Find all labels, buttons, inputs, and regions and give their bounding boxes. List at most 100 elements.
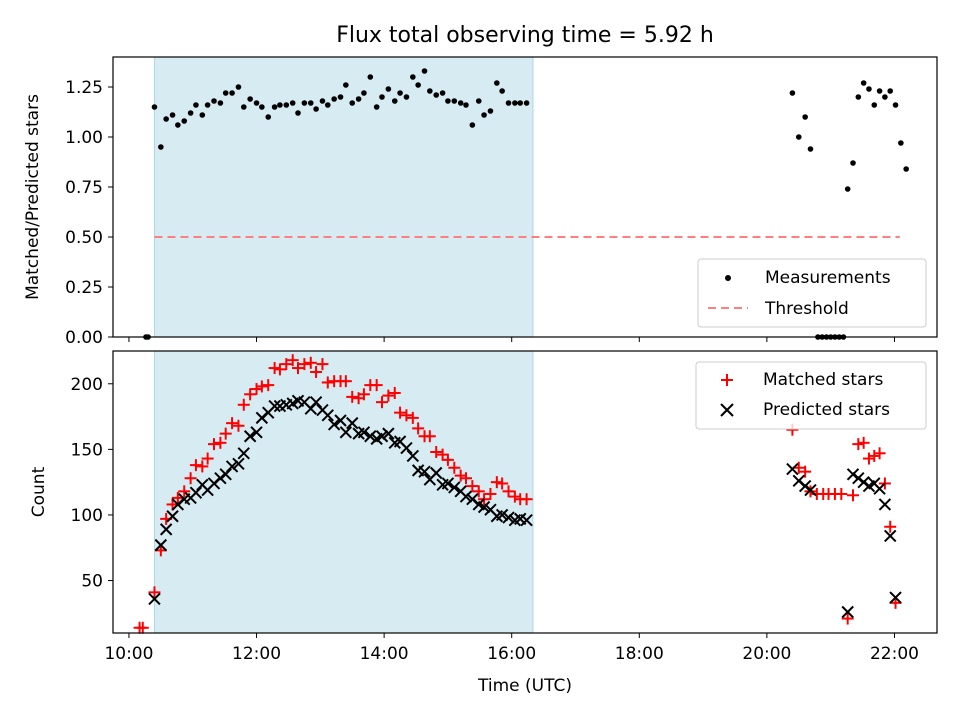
matched-star-point	[298, 358, 311, 371]
measurement-point	[421, 68, 428, 74]
predicted-star-point	[841, 605, 854, 619]
bottom-legend: Matched stars Predicted stars	[695, 361, 927, 430]
measurement-point	[789, 90, 796, 96]
measurement-point	[355, 96, 362, 102]
matched-star-point	[862, 452, 875, 465]
predicted-star-marker-b	[237, 447, 250, 460]
matched-star-point	[184, 472, 197, 485]
x-tick-label: 22:00	[870, 644, 919, 664]
matched-star-point	[841, 612, 854, 625]
predicted-star-marker-b	[520, 513, 533, 527]
predicted-star-point	[786, 462, 799, 476]
predicted-star-point	[459, 490, 473, 503]
bottom-y-axis: 50 100 150 200	[71, 375, 113, 592]
measurement-point	[253, 100, 260, 106]
measurement-point	[193, 102, 199, 108]
predicted-star-marker-b	[889, 591, 902, 604]
matched-star-point	[208, 438, 221, 451]
measurement-point	[295, 110, 301, 116]
measurement-point	[211, 98, 217, 104]
matched-star-point	[148, 586, 161, 599]
predicted-star-point	[430, 466, 443, 480]
measurement-point	[229, 90, 235, 96]
measurement-point	[876, 88, 883, 94]
measurement-point	[319, 98, 326, 104]
predicted-star-point	[148, 592, 161, 606]
top-legend-box	[697, 258, 927, 328]
measurement-point	[151, 104, 158, 110]
top-y-tick-label: 0.00	[65, 328, 103, 348]
bottom-panel: 50 100 150 200 10:00 12:00 14:00 16:00 18:00 20:…	[29, 350, 938, 696]
measurement-point	[523, 100, 530, 106]
measurement-point	[481, 112, 487, 118]
matched-star-point	[273, 363, 286, 376]
measurement-point	[451, 98, 458, 104]
predicted-star-marker-b	[884, 529, 897, 543]
measurement-point	[324, 102, 331, 108]
matched-star-point	[873, 447, 886, 460]
matched-star-point	[520, 493, 533, 506]
predicted-star-marker-b	[357, 426, 371, 439]
predicted-star-marker-b	[250, 426, 263, 439]
top-y-tick-label: 0.75	[65, 178, 103, 198]
measurement-point	[892, 102, 899, 108]
matched-star-point	[459, 472, 472, 485]
measurement-point	[898, 140, 904, 146]
measurement-point	[343, 82, 349, 88]
matched-star-point	[292, 362, 305, 375]
threshold-legend-label: Threshold	[764, 299, 849, 319]
measurement-point	[415, 82, 421, 88]
matched-star-point	[357, 388, 370, 401]
matched-star-point	[219, 427, 232, 440]
measurement-point	[259, 104, 265, 110]
measurements-legend-marker	[725, 275, 731, 281]
measurement-point	[187, 110, 194, 116]
matched-star-point	[496, 477, 509, 490]
measurement-point	[844, 186, 851, 192]
predicted-star-marker-b	[441, 477, 455, 490]
predicted-star-point	[237, 447, 250, 460]
predicted-star-marker-b	[232, 457, 245, 471]
predicted-star-point	[364, 430, 377, 443]
x-tick-label: 14:00	[360, 644, 409, 664]
predicted-star-marker-b	[159, 523, 173, 536]
measurement-point	[361, 90, 367, 96]
predicted-star-point	[154, 538, 168, 552]
matched-star-point	[423, 430, 436, 443]
predicted-star-marker-b	[477, 500, 491, 514]
matched-star-point	[490, 476, 503, 489]
measurement-point	[349, 100, 356, 106]
predicted-star-point	[441, 477, 455, 490]
bottom-y-tick-label: 100	[71, 506, 103, 526]
predicted-star-marker-b	[166, 510, 179, 523]
measurement-point	[866, 86, 872, 92]
measurement-point	[795, 134, 802, 140]
predicted-star-point	[889, 591, 902, 604]
predicted-star-marker-b	[459, 490, 473, 503]
measurement-point	[247, 96, 253, 102]
predicted-star-marker-b	[878, 498, 892, 511]
matched-star-point	[262, 379, 275, 392]
x-tick-label: 10:00	[104, 644, 153, 664]
bottom-x-axis: 10:00 12:00 14:00 16:00 18:00 20:00 22:00	[104, 633, 919, 664]
matched-star-point	[394, 406, 407, 419]
measurement-point	[307, 100, 314, 106]
measurement-point	[403, 94, 410, 100]
measurement-point	[391, 98, 398, 104]
predicted-star-marker-b	[382, 427, 395, 440]
measurement-point	[487, 108, 494, 114]
predicted-star-point	[375, 430, 389, 443]
x-tick-label: 20:00	[742, 644, 791, 664]
measurement-point	[439, 90, 446, 96]
predicted-star-point	[166, 510, 179, 523]
matched-star-point	[250, 383, 263, 396]
matched-star-point	[244, 388, 257, 401]
predicted-star-marker-b	[484, 503, 497, 516]
matched-star-point	[857, 436, 870, 449]
measurements-legend-label: Measurements	[765, 268, 891, 288]
measurement-point	[433, 92, 440, 98]
x-tick-label: 12:00	[232, 644, 281, 664]
predicted-star-point	[357, 426, 371, 439]
predicted-star-marker-b	[148, 592, 161, 606]
